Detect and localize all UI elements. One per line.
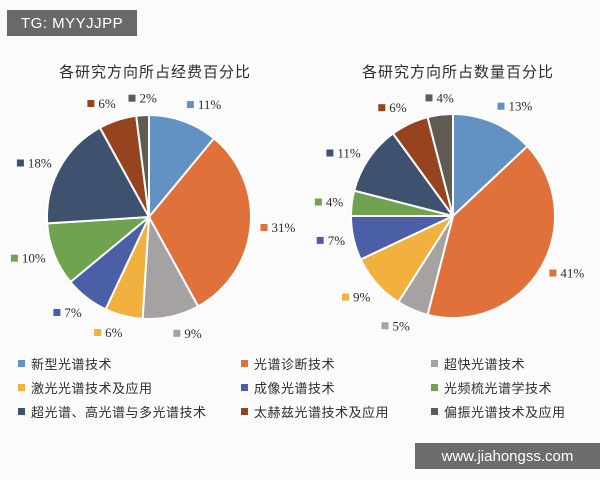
legend-item: 光频梳光谱学技术 (431, 379, 584, 396)
pie-slice (148, 137, 252, 308)
pie-data-label: 11% (326, 146, 361, 161)
data-label-swatch (549, 269, 557, 277)
data-label-value: 6% (105, 325, 123, 340)
pie-data-label: 4% (425, 90, 455, 105)
pie-slice (46, 126, 150, 225)
data-label-swatch (173, 329, 181, 337)
legend-label: 激光光谱技术及应用 (31, 380, 153, 396)
data-label-value: 10% (22, 251, 46, 266)
pie-slice (353, 132, 454, 217)
data-label-value: 9% (353, 290, 371, 305)
chart-legend: 新型光谱技术 光谱诊断技术 超快光谱技术激光光谱技术及应用 成像光谱技术 光频梳光谱学技… (18, 355, 584, 420)
legend-label: 光频梳光谱学技术 (444, 380, 553, 396)
legend-item: 新型光谱技术 (18, 355, 241, 372)
pie-data-label: 31% (260, 220, 296, 235)
data-label-swatch (87, 100, 95, 107)
data-label-value: 11% (198, 97, 222, 112)
pie-data-label: 9% (173, 326, 202, 341)
legend-swatch (18, 407, 25, 415)
pie-data-label: 7% (316, 233, 346, 248)
pie-data-label: 13% (497, 99, 533, 114)
pie-data-label: 7% (53, 305, 82, 320)
data-label-value: 4% (326, 195, 344, 210)
data-label-value: 2% (140, 91, 158, 106)
legend-swatch (431, 383, 438, 391)
legend-label: 太赫兹光谱技术及应用 (254, 404, 390, 420)
data-label-value: 4% (437, 90, 455, 105)
data-label-value: 11% (337, 146, 361, 161)
pie-data-label: 9% (342, 290, 371, 305)
legend-label: 超快光谱技术 (444, 356, 526, 372)
pie-data-label: 6% (378, 100, 407, 115)
pie-slice (148, 114, 215, 218)
data-label-swatch (342, 293, 349, 301)
data-label-swatch (314, 198, 322, 206)
legend-swatch (241, 359, 248, 367)
quantity-chart-title: 各研究方向所占数量百分比 (361, 65, 554, 81)
telegram-tag-text: TG: MYYJJPP (20, 14, 124, 32)
data-label-swatch (53, 309, 61, 316)
data-label-value: 18% (28, 156, 52, 171)
legend-item: 太赫兹光谱技术及应用 (241, 403, 431, 420)
legend-item: 激光光谱技术及应用 (18, 379, 241, 396)
funding-chart-title: 各研究方向所占经费百分比 (58, 65, 251, 81)
pie-data-label: 5% (381, 318, 411, 333)
pie-slice (426, 145, 557, 320)
data-label-value: 7% (328, 233, 346, 248)
legend-label: 超光谱、高光谱与多光谱技术 (31, 404, 207, 420)
data-label-value: 13% (509, 99, 533, 114)
data-label-swatch (326, 149, 334, 157)
pie-data-label: 6% (94, 325, 123, 340)
quantity-pie-chart: 13% 41% 5% 9% 7% 4% 11% 6% 4% (314, 90, 584, 333)
data-label-swatch (260, 224, 268, 231)
pie-data-label: 10% (10, 251, 46, 266)
data-label-swatch (94, 329, 102, 336)
legend-swatch (18, 383, 25, 391)
legend-swatch (241, 383, 248, 391)
legend-label: 光谱诊断技术 (254, 356, 336, 372)
legend-swatch (18, 359, 25, 367)
data-label-swatch (497, 102, 505, 110)
pie-data-label: 41% (549, 266, 584, 281)
legend-swatch (241, 407, 248, 415)
legend-item: 光谱诊断技术 (241, 355, 431, 372)
legend-label: 偏振光谱技术及应用 (444, 404, 566, 420)
data-label-value: 6% (389, 100, 407, 115)
legend-swatch (431, 407, 438, 415)
pie-slice (135, 113, 150, 218)
legend-item: 成像光谱技术 (241, 379, 431, 396)
data-label-swatch (16, 159, 24, 167)
data-label-swatch (425, 94, 433, 102)
pie-slice (452, 113, 529, 217)
data-label-value: 31% (272, 220, 296, 235)
data-label-swatch (186, 101, 194, 109)
pie-data-label: 2% (128, 91, 158, 106)
pie-data-label: 4% (314, 195, 344, 210)
data-label-swatch (381, 322, 389, 330)
legend-label: 成像光谱技术 (254, 380, 336, 396)
data-label-value: 7% (64, 305, 82, 320)
data-label-swatch (128, 94, 136, 102)
data-label-value: 41% (560, 266, 584, 281)
pie-slice (426, 112, 454, 217)
pie-data-label: 11% (186, 97, 222, 112)
telegram-tag-badge: TG: MYYJJPP (7, 10, 137, 36)
data-label-swatch (378, 104, 386, 112)
legend-item: 偏振光谱技术及应用 (431, 403, 584, 420)
legend-label: 新型光谱技术 (31, 356, 113, 372)
data-label-value: 9% (184, 326, 202, 341)
pie-data-label: 6% (87, 96, 116, 111)
legend-item: 超快光谱技术 (431, 355, 584, 372)
pie-data-label: 18% (16, 156, 52, 171)
watermark-url: www.jiahongss.com (441, 447, 574, 465)
data-label-value: 5% (393, 318, 411, 333)
data-label-value: 6% (98, 96, 116, 111)
watermark-bar: www.jiahongss.com (415, 443, 600, 469)
funding-pie-chart: 11% 31% 9% 6% 7% 10% 18% 6% 2% (10, 91, 296, 341)
data-label-swatch (316, 236, 324, 244)
data-label-swatch (10, 254, 18, 262)
legend-item: 超光谱、高光谱与多光谱技术 (18, 403, 241, 420)
legend-swatch (431, 359, 438, 367)
